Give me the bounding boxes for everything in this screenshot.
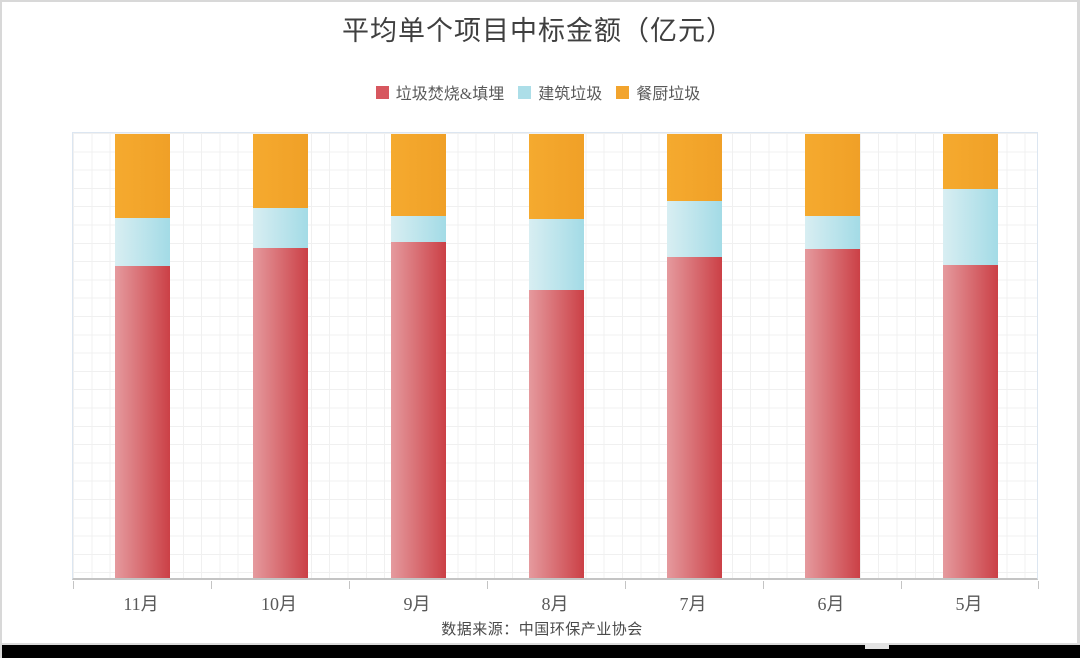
legend-item-construction-waste: 建筑垃圾 [518,80,602,104]
bar-segment-垃圾焚烧&填埋 [942,265,998,578]
legend-label: 垃圾焚烧&填埋 [395,86,505,103]
bar-6月 [804,134,860,578]
axis-tick [349,581,350,589]
axis-tick [763,581,764,589]
bar-segment-垃圾焚烧&填埋 [528,290,584,578]
legend-label: 建筑垃圾 [538,86,603,103]
bar-segment-建筑垃圾 [804,215,860,249]
axis-tick [211,581,212,589]
axis-tick [1038,581,1039,589]
legend-item-kitchen-waste: 餐厨垃圾 [616,80,700,104]
legend-swatch-orange [616,85,630,99]
bar-segment-餐厨垃圾 [942,134,998,189]
axis-tick [901,581,902,589]
bar-segment-垃圾焚烧&填埋 [252,248,308,578]
bar-8月 [528,134,584,578]
legend-label: 餐厨垃圾 [636,86,701,103]
bar-segment-餐厨垃圾 [114,134,170,219]
bar-segment-餐厨垃圾 [804,134,860,216]
x-axis-label: 6月 [817,594,845,614]
x-axis-label: 10月 [261,594,297,614]
bar-segment-建筑垃圾 [114,218,170,267]
bar-segment-餐厨垃圾 [666,134,722,202]
scrollbar-notch [865,643,889,649]
bar-segment-建筑垃圾 [252,207,308,249]
bar-segment-餐厨垃圾 [390,134,446,216]
bar-segment-垃圾焚烧&填埋 [114,266,170,578]
x-axis-label: 8月 [541,594,569,614]
bar-segment-餐厨垃圾 [252,134,308,208]
bar-11月 [114,134,170,578]
x-axis-label: 7月 [679,594,707,614]
bar-segment-建筑垃圾 [942,188,998,266]
bar-9月 [390,134,446,578]
legend-swatch-blue [518,85,532,99]
plot-area [72,132,1039,589]
bottom-bar [2,645,1080,658]
bar-10月 [252,134,308,578]
bar-segment-垃圾焚烧&填埋 [804,248,860,578]
bar-7月 [666,134,722,578]
bar-segment-建筑垃圾 [666,201,722,258]
x-axis-label: 5月 [955,594,983,614]
bar-segment-建筑垃圾 [390,215,446,243]
x-axis: 11月 10月 9月 8月 7月 6月 5月 [72,590,1038,616]
data-source: 数据来源：中国环保产业协会 [441,622,643,638]
bar-segment-餐厨垃圾 [528,134,584,220]
chart-title: 平均单个项目中标金额（亿元） [342,16,734,46]
divider [2,643,1080,645]
bar-5月 [942,134,998,578]
legend: 垃圾焚烧&填埋 建筑垃圾 餐厨垃圾 [2,80,1074,104]
x-axis-label: 11月 [123,594,159,614]
bar-segment-垃圾焚烧&填埋 [390,242,446,578]
legend-swatch-red [375,85,389,99]
axis-tick [487,581,488,589]
axis-tick [625,581,626,589]
axis-tick [73,581,74,589]
x-axis-label: 9月 [403,594,431,614]
legend-item-incineration-landfill: 垃圾焚烧&填埋 [375,80,505,104]
bar-segment-建筑垃圾 [528,219,584,291]
bar-segment-垃圾焚烧&填埋 [666,257,722,578]
